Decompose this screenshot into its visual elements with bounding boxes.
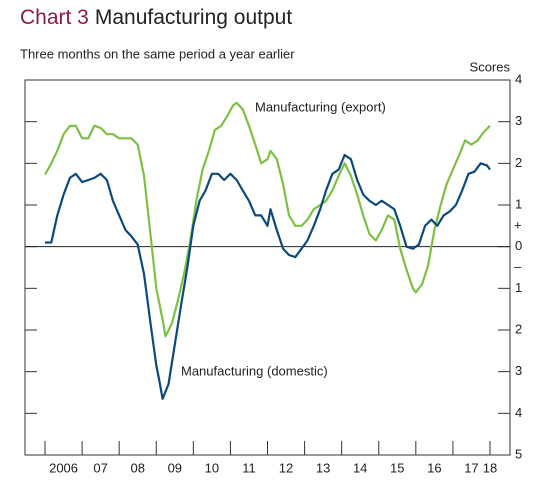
chart-subtitle: Three months on the same period a year e… [20,46,295,61]
x-tick-label: 07 [93,460,107,475]
x-tick-label: 08 [130,460,144,475]
x-tick-label: 17 [464,460,478,475]
chart-title: Chart 3 Manufacturing output [20,6,292,29]
x-tick-label: 11 [242,460,256,475]
y-tick-label: 2 [515,155,522,170]
y-axis-label: Scores [470,59,511,74]
x-tick-label: 2006 [49,460,78,475]
series-line [45,153,491,400]
x-tick-label: 15 [390,460,404,475]
x-tick-label: 18 [483,460,497,475]
negative-sign: – [514,259,522,274]
y-tick-label: 4 [515,405,522,420]
y-tick-label: 5 [515,446,522,461]
y-tick-label: 3 [515,363,522,378]
x-tick-label: 10 [205,460,219,475]
y-tick-label: 4 [515,71,522,86]
series-label: Manufacturing (export) [255,99,386,114]
x-tick-label: 12 [279,460,293,475]
x-tick-label: 16 [427,460,441,475]
chart-number: Chart 3 [20,6,89,29]
plot-frame [24,79,511,456]
series-line [44,101,491,338]
y-tick-label: 3 [515,113,522,128]
series-label: Manufacturing (domestic) [181,363,328,378]
positive-sign: + [514,217,522,232]
x-tick-label: 14 [353,460,367,475]
y-tick-label: 2 [515,321,522,336]
y-tick-label: 1 [515,196,522,211]
y-tick-label: 1 [515,280,522,295]
x-tick-label: 13 [316,460,330,475]
chart-title-text: Manufacturing output [95,6,292,29]
y-tick-label: 0 [515,238,522,253]
x-tick-label: 09 [168,460,182,475]
